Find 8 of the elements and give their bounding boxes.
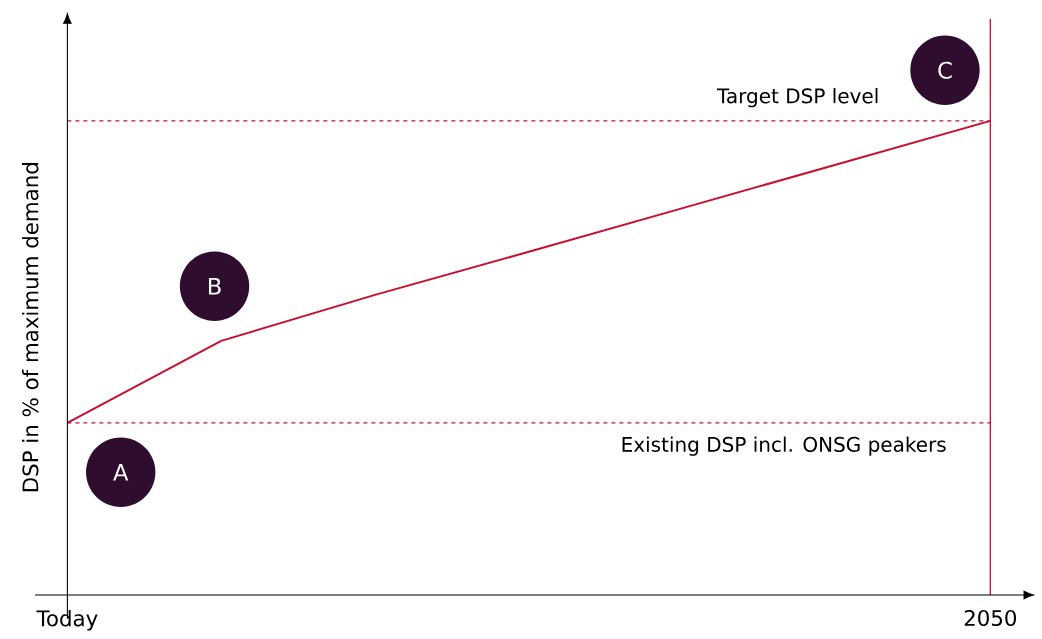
y-axis-title: DSP in % of maximum demand xyxy=(21,163,39,492)
x-tick-label: Today xyxy=(36,609,98,631)
x-tick-label: 2050 xyxy=(964,609,1017,627)
annotation: A xyxy=(113,463,129,481)
annotation: B xyxy=(208,277,221,295)
ref-line-label: Target DSP level xyxy=(716,87,878,108)
annotation: C xyxy=(938,61,952,79)
ref-line-label: Existing DSP incl. ONSG peakers xyxy=(622,436,946,456)
